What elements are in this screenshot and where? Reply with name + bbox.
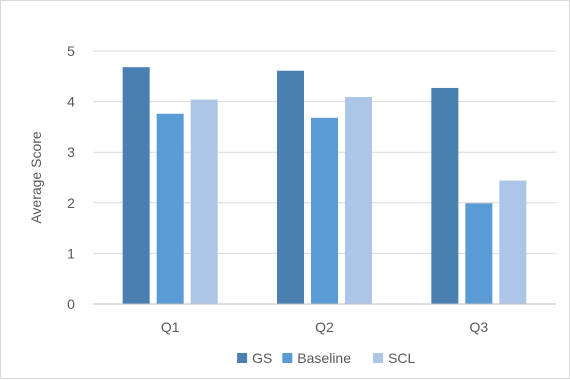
bar-baseline-q3: [465, 203, 493, 304]
y-tick-label: 5: [67, 43, 75, 59]
bar-baseline-q2: [311, 117, 338, 305]
y-tick-labels: 0 1 2 3 4 5: [67, 43, 75, 312]
x-tick-label: Q1: [161, 319, 180, 335]
bar-gs-q2: [277, 70, 304, 304]
y-tick-label: 4: [67, 94, 75, 110]
y-tick-label: 3: [67, 144, 75, 160]
legend-label-gs: GS: [252, 350, 272, 366]
x-tick-label: Q3: [469, 319, 488, 335]
x-tick-label: Q2: [315, 319, 334, 335]
y-tick-label: 0: [67, 296, 75, 312]
legend-label-baseline: Baseline: [297, 350, 351, 366]
x-tick-labels: Q1 Q2 Q3: [161, 319, 489, 335]
bars: [122, 67, 527, 305]
legend: GS Baseline SCL: [237, 350, 416, 366]
bar-gs-q3: [431, 87, 459, 304]
bar-scl-q1: [190, 99, 218, 305]
y-tick-label: 2: [67, 195, 75, 211]
legend-label-scl: SCL: [388, 350, 415, 366]
legend-swatch-baseline: [282, 353, 293, 363]
legend-swatch-gs: [237, 353, 248, 363]
bar-gs-q1: [122, 67, 150, 304]
bar-scl-q2: [345, 97, 372, 305]
legend-swatch-scl: [373, 353, 384, 363]
bar-baseline-q1: [156, 113, 184, 304]
y-tick-label: 1: [67, 245, 75, 261]
y-axis-title: Average Score: [28, 131, 44, 224]
bar-scl-q3: [499, 180, 527, 304]
